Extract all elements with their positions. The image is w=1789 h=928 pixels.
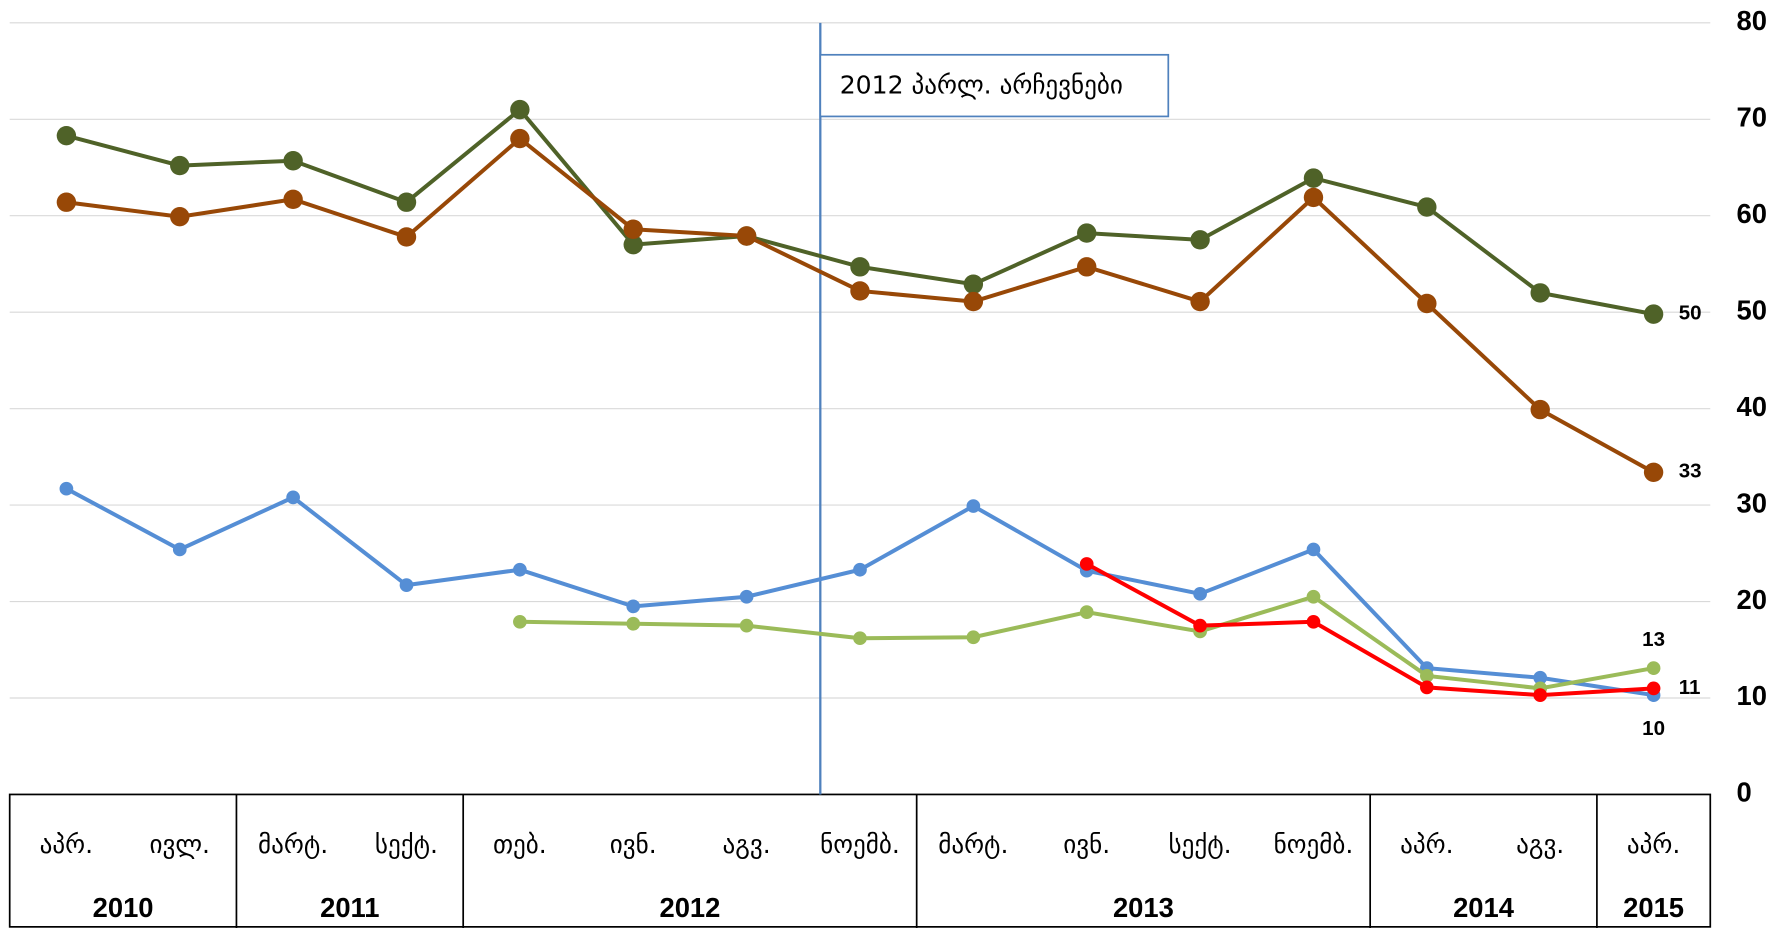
value-label: 50 (1679, 302, 1702, 325)
marker (170, 155, 190, 176)
y-tick-label: 50 (1737, 294, 1767, 325)
value-label: 13 (1642, 628, 1665, 651)
marker (286, 490, 300, 505)
marker (1303, 168, 1324, 188)
marker (1193, 618, 1207, 633)
year-label: 2012 (659, 892, 720, 923)
marker (1643, 462, 1664, 483)
year-label: 2015 (1623, 892, 1684, 923)
marker (510, 128, 530, 149)
x-tick-label: სექტ. (375, 830, 438, 859)
marker (1193, 586, 1207, 601)
marker (1419, 668, 1434, 683)
marker (513, 562, 527, 577)
annotation: 2012 პარლ. არჩევნები (840, 71, 1123, 100)
marker (1419, 680, 1434, 695)
marker (626, 599, 641, 614)
marker (1533, 670, 1548, 685)
value-label: 33 (1679, 460, 1702, 483)
y-tick-label: 20 (1737, 584, 1767, 615)
marker (172, 542, 187, 557)
marker (513, 614, 527, 629)
marker (1417, 293, 1437, 314)
marker (283, 151, 303, 171)
marker (850, 257, 870, 277)
marker (1646, 681, 1661, 696)
marker (1530, 399, 1550, 420)
y-tick-label: 0 (1737, 777, 1752, 808)
marker (739, 618, 754, 633)
series-line (1085, 562, 1654, 698)
x-tick-label: თებ. (493, 830, 547, 859)
y-tick-label: 80 (1737, 5, 1767, 36)
marker (1643, 304, 1664, 324)
x-tick-label: აპრ. (40, 830, 93, 859)
x-tick-label: მარტ. (938, 830, 1008, 859)
x-tick-label: აპრ. (1627, 830, 1680, 859)
x-tick-label: ნოემბ. (820, 830, 900, 859)
marker (966, 630, 981, 645)
marker (623, 234, 643, 255)
year-label: 2010 (93, 892, 154, 923)
value-label: 10 (1642, 717, 1665, 740)
marker (1306, 614, 1321, 629)
marker (623, 219, 643, 239)
year-label: 2013 (1113, 892, 1174, 923)
marker (396, 227, 417, 247)
y-tick-label: 60 (1737, 198, 1767, 229)
x-tick-label: სექტ. (1169, 830, 1232, 859)
marker (56, 192, 77, 212)
marker (1646, 661, 1661, 675)
marker (626, 616, 641, 631)
marker (1306, 589, 1321, 604)
year-label: 2011 (320, 892, 379, 923)
marker (56, 125, 77, 146)
marker (963, 274, 984, 294)
marker (1190, 230, 1210, 250)
x-tick-label: ნოემბ. (1274, 830, 1354, 859)
marker (1190, 291, 1210, 312)
y-tick-label: 10 (1737, 680, 1767, 711)
value-label: 11 (1679, 676, 1701, 699)
marker (739, 589, 754, 604)
marker (966, 499, 981, 513)
x-tick-label: აგვ. (1516, 830, 1564, 859)
marker (59, 481, 74, 496)
y-tick-label: 70 (1737, 102, 1767, 133)
marker (853, 631, 867, 646)
marker (1530, 283, 1550, 303)
marker (170, 206, 190, 227)
x-tick-label: ივნ. (610, 830, 657, 859)
marker (510, 99, 530, 120)
y-tick-label: 40 (1737, 391, 1767, 422)
x-tick-label: აგვ. (723, 830, 771, 859)
series-line (66, 135, 1655, 475)
series-line (65, 486, 1654, 698)
marker (1079, 557, 1094, 571)
marker (1077, 257, 1097, 277)
marker (1533, 688, 1548, 702)
marker (1303, 187, 1324, 208)
marker (396, 192, 417, 212)
marker (1077, 223, 1097, 243)
year-label: 2014 (1453, 892, 1515, 923)
marker (853, 562, 867, 577)
marker (850, 281, 870, 301)
marker (283, 189, 303, 210)
marker (736, 226, 757, 246)
marker (399, 578, 414, 592)
x-tick-label: აპრ. (1400, 830, 1453, 859)
marker (963, 291, 984, 312)
x-tick-label: ივლ. (149, 830, 210, 859)
category-table (8, 793, 1712, 928)
y-tick-label: 30 (1737, 487, 1767, 518)
marker (1079, 605, 1094, 620)
annotation-box (819, 53, 1170, 118)
x-tick-label: მარტ. (258, 830, 328, 859)
x-tick-label: ივნ. (1063, 830, 1110, 859)
marker (1417, 197, 1437, 217)
marker (1306, 542, 1321, 557)
